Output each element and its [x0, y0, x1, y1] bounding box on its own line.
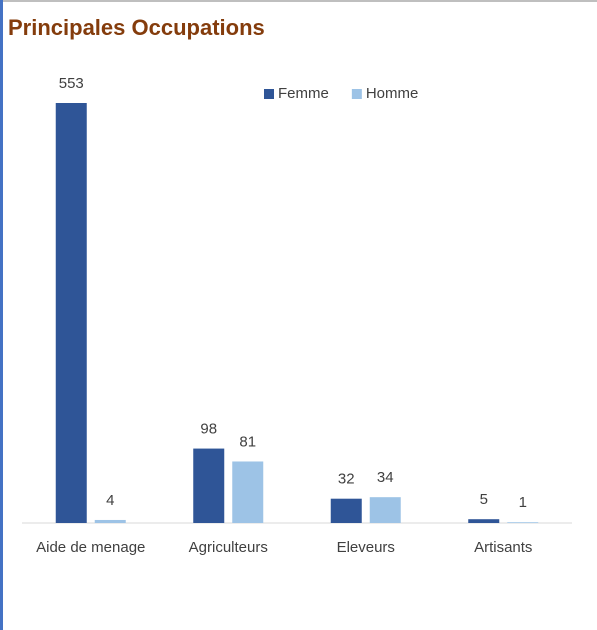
bar	[232, 461, 264, 523]
x-tick-label: Eleveurs	[337, 539, 395, 556]
bar	[369, 497, 401, 523]
x-tick-label: Artisants	[474, 539, 532, 556]
bar	[55, 103, 87, 523]
legend-label: Homme	[366, 85, 419, 102]
x-tick-label: Aide de menage	[36, 539, 145, 556]
data-label: 1	[519, 494, 527, 511]
data-label: 553	[59, 75, 84, 92]
data-label: 32	[338, 471, 355, 488]
x-tick-label: Agriculteurs	[189, 539, 268, 556]
legend-swatch	[351, 89, 362, 99]
bar	[468, 519, 500, 523]
chart-title: Principales Occupations	[8, 15, 265, 40]
data-label: 98	[200, 421, 217, 438]
legend-label: Femme	[278, 85, 329, 102]
data-label: 34	[377, 469, 394, 486]
data-label: 4	[106, 492, 114, 509]
bar	[330, 498, 362, 523]
bar	[94, 519, 126, 523]
bar	[193, 448, 225, 523]
data-label: 5	[480, 491, 488, 508]
data-label: 81	[239, 433, 256, 450]
legend-swatch	[264, 89, 274, 99]
bar	[507, 522, 539, 523]
